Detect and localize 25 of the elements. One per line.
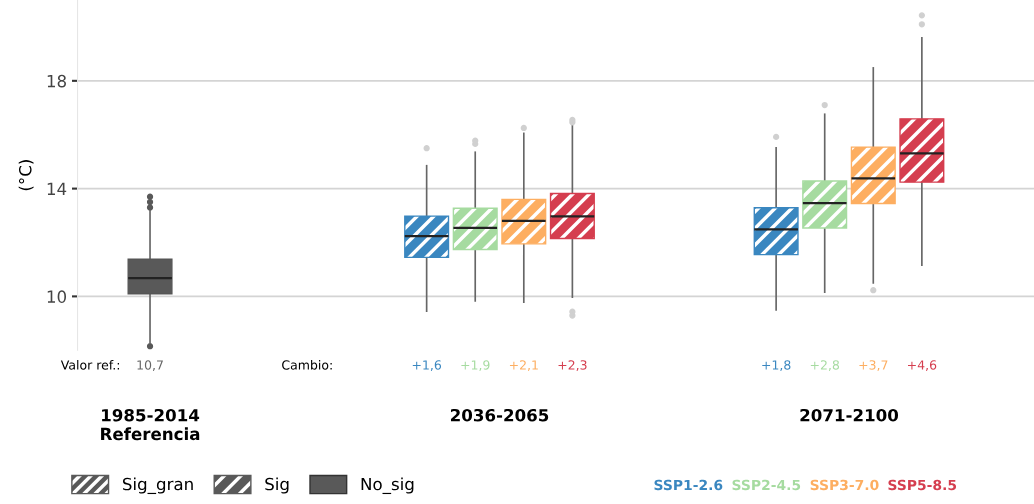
y-tick-label: 18 <box>47 74 66 88</box>
text: +4,6 <box>908 360 937 371</box>
text: +1,6 <box>412 360 442 371</box>
legend-label: No_sig <box>361 477 414 495</box>
text: SSP3-7.0 <box>810 479 879 491</box>
text: SSP1-2.6 <box>654 479 723 491</box>
text: +2,8 <box>810 360 840 371</box>
text: Valor ref.: <box>60 359 120 370</box>
legend-label: Sig_gran <box>122 477 193 495</box>
text: +1,8 <box>762 360 791 371</box>
text: +2,1 <box>509 360 538 371</box>
x-tick-label: 2071-2100 <box>800 408 899 422</box>
text: +2,3 <box>558 360 587 371</box>
legend-label: Sig <box>265 477 289 494</box>
text: 10,7 <box>137 360 163 371</box>
x-tick-label: 2036-2065 <box>450 408 549 422</box>
y-tick-label: 10 <box>47 290 67 303</box>
y-axis-title: (°C) <box>18 160 34 191</box>
text: +1,9 <box>461 360 490 371</box>
text: SSP2-4.5 <box>732 479 801 491</box>
x-tick-label: 1985-2014 Referencia <box>101 408 200 441</box>
text: +3,7 <box>859 360 888 371</box>
text: Cambio: <box>282 359 332 370</box>
y-tick-label: 14 <box>47 182 67 195</box>
text: SSP5-8.5 <box>888 479 957 491</box>
